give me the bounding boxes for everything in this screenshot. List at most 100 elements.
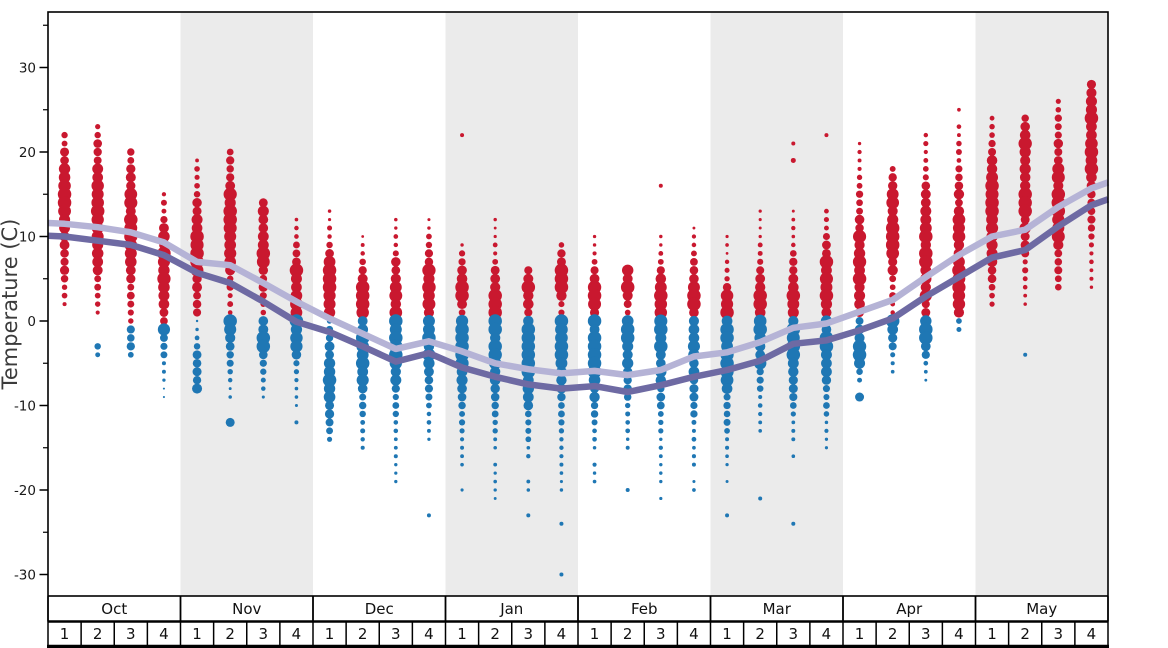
- max-temp-dot: [160, 215, 168, 224]
- plot-frame: [47, 11, 1109, 597]
- min-temp-dot: [622, 340, 634, 352]
- max-temp-dot: [888, 173, 897, 182]
- week-number-label: 2: [225, 625, 235, 643]
- min-temp-dot: [691, 436, 697, 442]
- min-temp-dot: [622, 349, 633, 360]
- min-temp-outlier-dot: [559, 521, 564, 526]
- min-temp-dot: [692, 445, 696, 450]
- min-temp-dot: [223, 314, 237, 328]
- max-temp-dot: [923, 140, 929, 147]
- max-temp-dot: [457, 265, 467, 276]
- min-temp-dot: [227, 377, 233, 383]
- min-temp-dot: [691, 454, 696, 459]
- max-temp-dot: [558, 301, 565, 308]
- max-temp-dot: [720, 305, 734, 320]
- max-temp-dot: [326, 241, 333, 249]
- max-temp-dot: [1021, 114, 1029, 122]
- min-temp-dot: [456, 374, 468, 386]
- max-temp-dot: [1022, 267, 1029, 274]
- min-temp-dot: [559, 454, 564, 459]
- min-temp-dot: [290, 323, 303, 336]
- max-temp-dot: [323, 298, 336, 311]
- max-temp-dot: [955, 165, 963, 173]
- min-temp-outlier-dot: [1023, 352, 1028, 357]
- max-temp-dot: [1084, 111, 1099, 125]
- max-temp-dot: [490, 265, 500, 275]
- min-temp-dot: [226, 359, 234, 367]
- max-temp-dot: [655, 273, 667, 285]
- max-temp-dot: [1087, 224, 1096, 232]
- max-temp-dot: [623, 300, 632, 309]
- min-temp-dot: [688, 315, 700, 327]
- max-temp-dot: [1086, 172, 1097, 183]
- min-temp-dot: [659, 437, 663, 442]
- week-number-label: 2: [93, 625, 103, 643]
- min-temp-dot: [525, 436, 532, 443]
- max-temp-dot: [94, 292, 101, 299]
- min-temp-outlier-dot: [426, 513, 431, 518]
- y-tick-label: 0: [27, 314, 36, 330]
- max-temp-dot: [620, 280, 635, 294]
- max-temp-dot: [786, 288, 801, 303]
- week-number-label: 4: [159, 625, 169, 643]
- max-temp-dot: [422, 280, 436, 294]
- max-temp-dot: [91, 213, 104, 226]
- min-temp-dot: [127, 351, 134, 358]
- max-temp-dot: [391, 257, 401, 267]
- y-axis-label: Temperature (C): [0, 219, 22, 391]
- min-temp-dot: [625, 445, 630, 450]
- max-temp-dot: [988, 283, 996, 291]
- max-temp-dot: [855, 190, 864, 198]
- min-temp-dot: [162, 396, 165, 399]
- min-temp-dot: [890, 352, 896, 358]
- max-temp-dot: [60, 275, 69, 283]
- max-temp-dot: [558, 242, 565, 248]
- max-temp-dot: [61, 284, 68, 290]
- min-temp-dot: [725, 454, 729, 459]
- week-number-label: 4: [424, 625, 434, 643]
- max-temp-dot: [455, 288, 469, 303]
- max-temp-dot: [622, 290, 633, 301]
- max-temp-outlier-dot: [460, 133, 465, 138]
- max-temp-dot: [1022, 259, 1028, 265]
- max-temp-dot: [919, 229, 933, 244]
- max-temp-dot: [791, 242, 796, 248]
- max-temp-dot: [356, 306, 369, 319]
- max-temp-dot: [226, 156, 235, 165]
- min-temp-dot: [126, 325, 135, 334]
- min-temp-dot: [659, 462, 663, 467]
- min-temp-outlier-dot: [559, 572, 564, 577]
- min-temp-dot: [720, 331, 734, 345]
- min-temp-dot: [791, 428, 796, 433]
- max-temp-dot: [591, 258, 598, 265]
- max-temp-dot: [657, 258, 664, 265]
- min-temp-dot: [357, 383, 368, 394]
- min-temp-dot: [324, 409, 335, 419]
- max-temp-dot: [492, 258, 499, 265]
- y-tick-label: -20: [14, 483, 36, 499]
- max-temp-dot: [158, 281, 170, 294]
- max-temp-dot: [127, 148, 135, 156]
- max-temp-dot: [592, 243, 597, 247]
- max-temp-dot: [1085, 95, 1097, 107]
- max-temp-dot: [822, 232, 830, 241]
- month-band: [445, 12, 578, 596]
- max-temp-dot: [1020, 215, 1030, 225]
- max-temp-dot: [955, 173, 963, 182]
- min-temp-dot: [854, 357, 866, 369]
- max-temp-dot: [92, 172, 104, 183]
- min-temp-dot: [659, 471, 663, 475]
- max-temp-dot: [556, 290, 567, 301]
- max-temp-dot: [58, 204, 71, 218]
- min-temp-dot: [857, 377, 863, 383]
- max-temp-dot: [955, 198, 963, 207]
- min-temp-dot: [356, 374, 369, 387]
- min-temp-dot: [758, 429, 762, 433]
- min-temp-dot: [656, 401, 665, 410]
- max-temp-dot: [293, 241, 300, 249]
- max-temp-dot: [855, 223, 864, 233]
- max-temp-dot: [124, 247, 137, 260]
- max-temp-dot: [1086, 79, 1097, 89]
- week-number-label: 2: [1020, 625, 1030, 643]
- min-temp-dot: [592, 479, 597, 484]
